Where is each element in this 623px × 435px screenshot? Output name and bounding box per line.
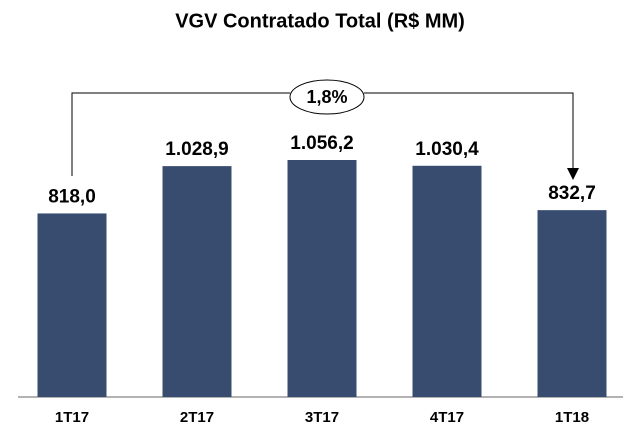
bar	[412, 165, 482, 397]
x-tick-label: 1T17	[55, 409, 89, 426]
value-label: 1.056,2	[290, 133, 353, 154]
bar	[37, 213, 107, 397]
arrow-head	[567, 168, 579, 180]
x-tick-label: 3T17	[305, 409, 339, 426]
annotation: 1,8%	[306, 87, 347, 107]
value-label: 818,0	[48, 186, 96, 207]
connector	[71, 92, 574, 176]
value-label: 1.028,9	[165, 139, 228, 160]
annotation-ellipse	[289, 79, 365, 115]
x-tick-label: 1T18	[555, 409, 589, 426]
bar	[162, 166, 232, 397]
bar	[287, 160, 357, 397]
value-label: 832,7	[548, 183, 596, 204]
chart-title: VGV Contratado Total (R$ MM)	[175, 10, 465, 32]
bar	[537, 210, 607, 397]
value-label: 1.030,4	[415, 139, 479, 160]
x-tick-label: 2T17	[180, 409, 214, 426]
x-tick-label: 4T17	[430, 409, 464, 426]
